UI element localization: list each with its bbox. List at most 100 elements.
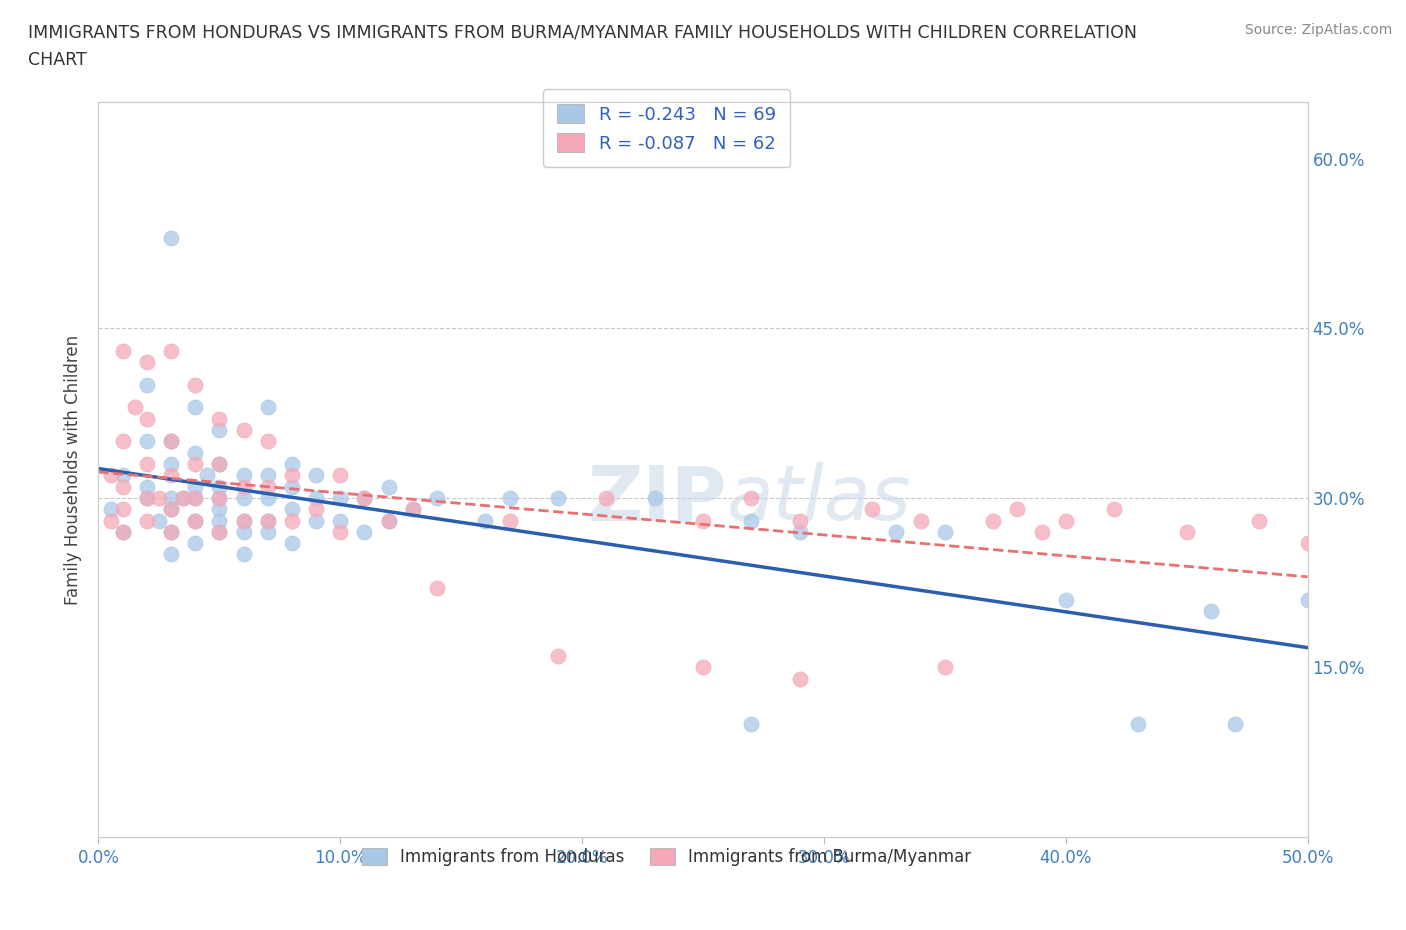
- Y-axis label: Family Households with Children: Family Households with Children: [65, 335, 83, 604]
- Point: [329, 468, 352, 483]
- Point: [1223, 716, 1246, 731]
- Point: [124, 400, 146, 415]
- Text: atlas: atlas: [727, 462, 911, 536]
- Point: [232, 422, 254, 437]
- Point: [160, 502, 183, 517]
- Point: [256, 468, 278, 483]
- Point: [232, 525, 254, 539]
- Point: [160, 502, 183, 517]
- Point: [160, 468, 183, 483]
- Point: [595, 490, 617, 505]
- Point: [232, 513, 254, 528]
- Point: [789, 671, 811, 686]
- Point: [184, 479, 207, 494]
- Point: [160, 434, 183, 449]
- Point: [208, 411, 231, 426]
- Point: [498, 490, 520, 505]
- Point: [1031, 525, 1053, 539]
- Point: [1296, 592, 1319, 607]
- Text: IMMIGRANTS FROM HONDURAS VS IMMIGRANTS FROM BURMA/MYANMAR FAMILY HOUSEHOLDS WITH: IMMIGRANTS FROM HONDURAS VS IMMIGRANTS F…: [28, 23, 1137, 41]
- Point: [256, 490, 278, 505]
- Point: [111, 343, 134, 358]
- Point: [1296, 536, 1319, 551]
- Point: [232, 547, 254, 562]
- Point: [402, 502, 425, 517]
- Point: [100, 513, 122, 528]
- Point: [135, 490, 157, 505]
- Point: [148, 490, 170, 505]
- Point: [256, 434, 278, 449]
- Point: [377, 479, 399, 494]
- Point: [329, 490, 352, 505]
- Point: [111, 502, 134, 517]
- Point: [208, 457, 231, 472]
- Point: [281, 536, 304, 551]
- Point: [160, 547, 183, 562]
- Point: [740, 490, 762, 505]
- Point: [305, 490, 328, 505]
- Point: [208, 457, 231, 472]
- Point: [644, 490, 666, 505]
- Point: [111, 479, 134, 494]
- Point: [160, 525, 183, 539]
- Text: Source: ZipAtlas.com: Source: ZipAtlas.com: [1244, 23, 1392, 37]
- Point: [208, 525, 231, 539]
- Point: [172, 490, 194, 505]
- Point: [256, 400, 278, 415]
- Point: [172, 490, 194, 505]
- Point: [111, 525, 134, 539]
- Point: [377, 513, 399, 528]
- Point: [160, 457, 183, 472]
- Point: [135, 378, 157, 392]
- Point: [232, 468, 254, 483]
- Point: [135, 490, 157, 505]
- Point: [111, 468, 134, 483]
- Point: [256, 525, 278, 539]
- Point: [111, 434, 134, 449]
- Point: [329, 525, 352, 539]
- Point: [160, 525, 183, 539]
- Point: [740, 513, 762, 528]
- Point: [195, 468, 218, 483]
- Point: [184, 490, 207, 505]
- Point: [160, 231, 183, 246]
- Point: [256, 513, 278, 528]
- Point: [860, 502, 883, 517]
- Point: [353, 490, 375, 505]
- Point: [498, 513, 520, 528]
- Point: [256, 479, 278, 494]
- Point: [1054, 592, 1077, 607]
- Text: ZIP: ZIP: [588, 462, 727, 536]
- Legend: Immigrants from Honduras, Immigrants from Burma/Myanmar: Immigrants from Honduras, Immigrants fro…: [356, 842, 979, 872]
- Text: CHART: CHART: [28, 51, 87, 69]
- Point: [184, 378, 207, 392]
- Point: [184, 513, 207, 528]
- Point: [1249, 513, 1271, 528]
- Point: [111, 525, 134, 539]
- Point: [184, 445, 207, 460]
- Point: [377, 513, 399, 528]
- Point: [910, 513, 932, 528]
- Point: [148, 513, 170, 528]
- Point: [184, 513, 207, 528]
- Point: [208, 525, 231, 539]
- Point: [305, 513, 328, 528]
- Point: [1102, 502, 1125, 517]
- Point: [281, 502, 304, 517]
- Point: [208, 502, 231, 517]
- Point: [135, 479, 157, 494]
- Point: [232, 479, 254, 494]
- Point: [281, 479, 304, 494]
- Point: [426, 490, 449, 505]
- Point: [547, 490, 569, 505]
- Point: [426, 581, 449, 596]
- Point: [232, 490, 254, 505]
- Point: [692, 660, 714, 675]
- Point: [184, 400, 207, 415]
- Point: [1175, 525, 1198, 539]
- Point: [232, 513, 254, 528]
- Point: [305, 502, 328, 517]
- Point: [305, 468, 328, 483]
- Point: [281, 513, 304, 528]
- Point: [100, 468, 122, 483]
